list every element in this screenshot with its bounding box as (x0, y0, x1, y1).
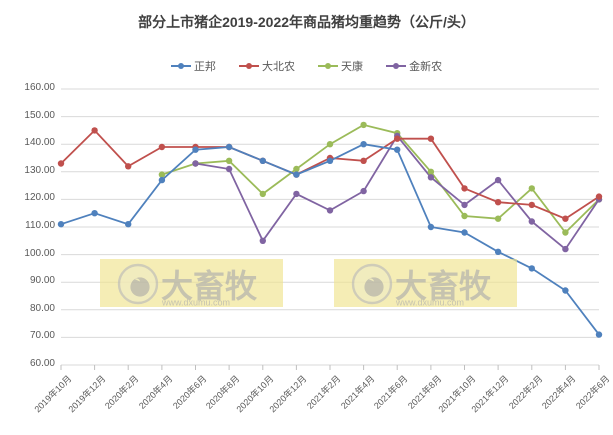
svg-text:www.dxumu.com: www.dxumu.com (395, 298, 464, 308)
svg-text:www.dxumu.com: www.dxumu.com (161, 298, 230, 308)
